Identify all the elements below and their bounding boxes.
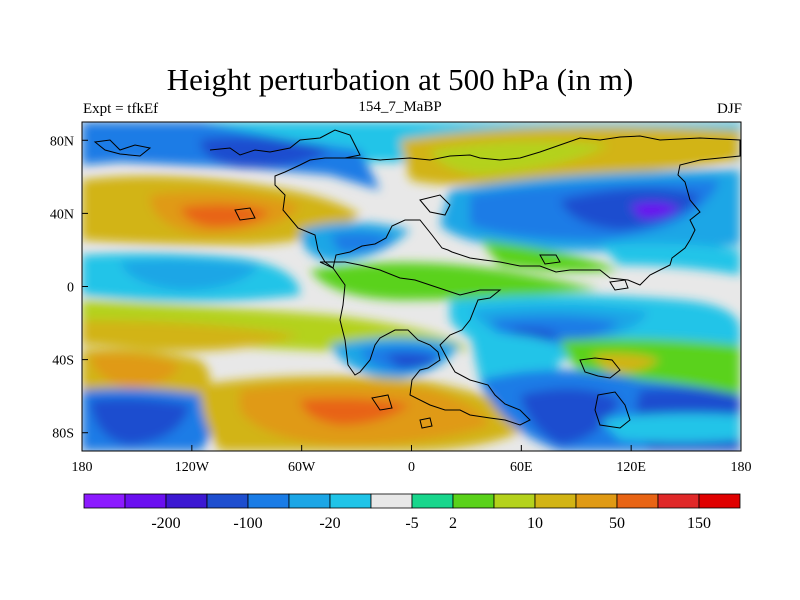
colorbar: -200 -100 -20 -5 2 10 50 150 <box>83 493 741 532</box>
colorbar-swatch <box>493 493 536 509</box>
y-axis: 80N 40N 0 40S 80S <box>50 134 88 442</box>
colorbar-label: 50 <box>609 515 625 532</box>
x-tick-label: 180 <box>72 460 93 475</box>
y-tick-label: 0 <box>67 281 74 296</box>
y-tick-label: 40N <box>50 207 74 222</box>
colorbar-label: -200 <box>151 515 180 532</box>
colorbar-label: -20 <box>319 515 340 532</box>
plot-title: Height perturbation at 500 hPa (in m) <box>166 62 634 97</box>
colorbar-swatch <box>247 493 290 509</box>
colorbar-swatch <box>411 493 454 509</box>
colorbar-swatch <box>698 493 741 509</box>
colorbar-swatch <box>329 493 372 509</box>
colorbar-label: 150 <box>687 515 711 532</box>
y-tick-label: 80N <box>50 134 74 149</box>
colorbar-swatch <box>83 493 126 509</box>
x-axis: 180 120W 60W 0 60E 120E 180 <box>72 445 752 475</box>
colorbar-label: -100 <box>233 515 262 532</box>
colorbar-swatch <box>657 493 700 509</box>
colorbar-swatch <box>288 493 331 509</box>
season-label: DJF <box>716 101 742 117</box>
x-tick-label: 120E <box>616 460 646 475</box>
contour-field <box>82 122 741 451</box>
colorbar-swatch <box>370 493 413 509</box>
x-tick-label: 60E <box>510 460 533 475</box>
y-tick-label: 40S <box>52 354 74 369</box>
colorbar-label: 10 <box>527 515 543 532</box>
y-tick-label: 80S <box>52 427 74 442</box>
case-label: 154_7_MaBP <box>358 99 442 115</box>
coastlines <box>93 129 741 429</box>
x-tick-label: 180 <box>731 460 752 475</box>
x-tick-label: 120W <box>175 460 210 475</box>
colorbar-swatch <box>206 493 249 509</box>
colorbar-swatch <box>124 493 167 509</box>
colorbar-label: -5 <box>405 515 418 532</box>
x-tick-label: 0 <box>408 460 415 475</box>
colorbar-swatch <box>534 493 577 509</box>
colorbar-swatch <box>165 493 208 509</box>
experiment-label: Expt = tfkEf <box>83 101 159 117</box>
colorbar-swatch <box>575 493 618 509</box>
colorbar-swatch <box>616 493 659 509</box>
x-tick-label: 60W <box>288 460 316 475</box>
colorbar-label: 2 <box>449 515 457 532</box>
colorbar-swatch <box>452 493 495 509</box>
